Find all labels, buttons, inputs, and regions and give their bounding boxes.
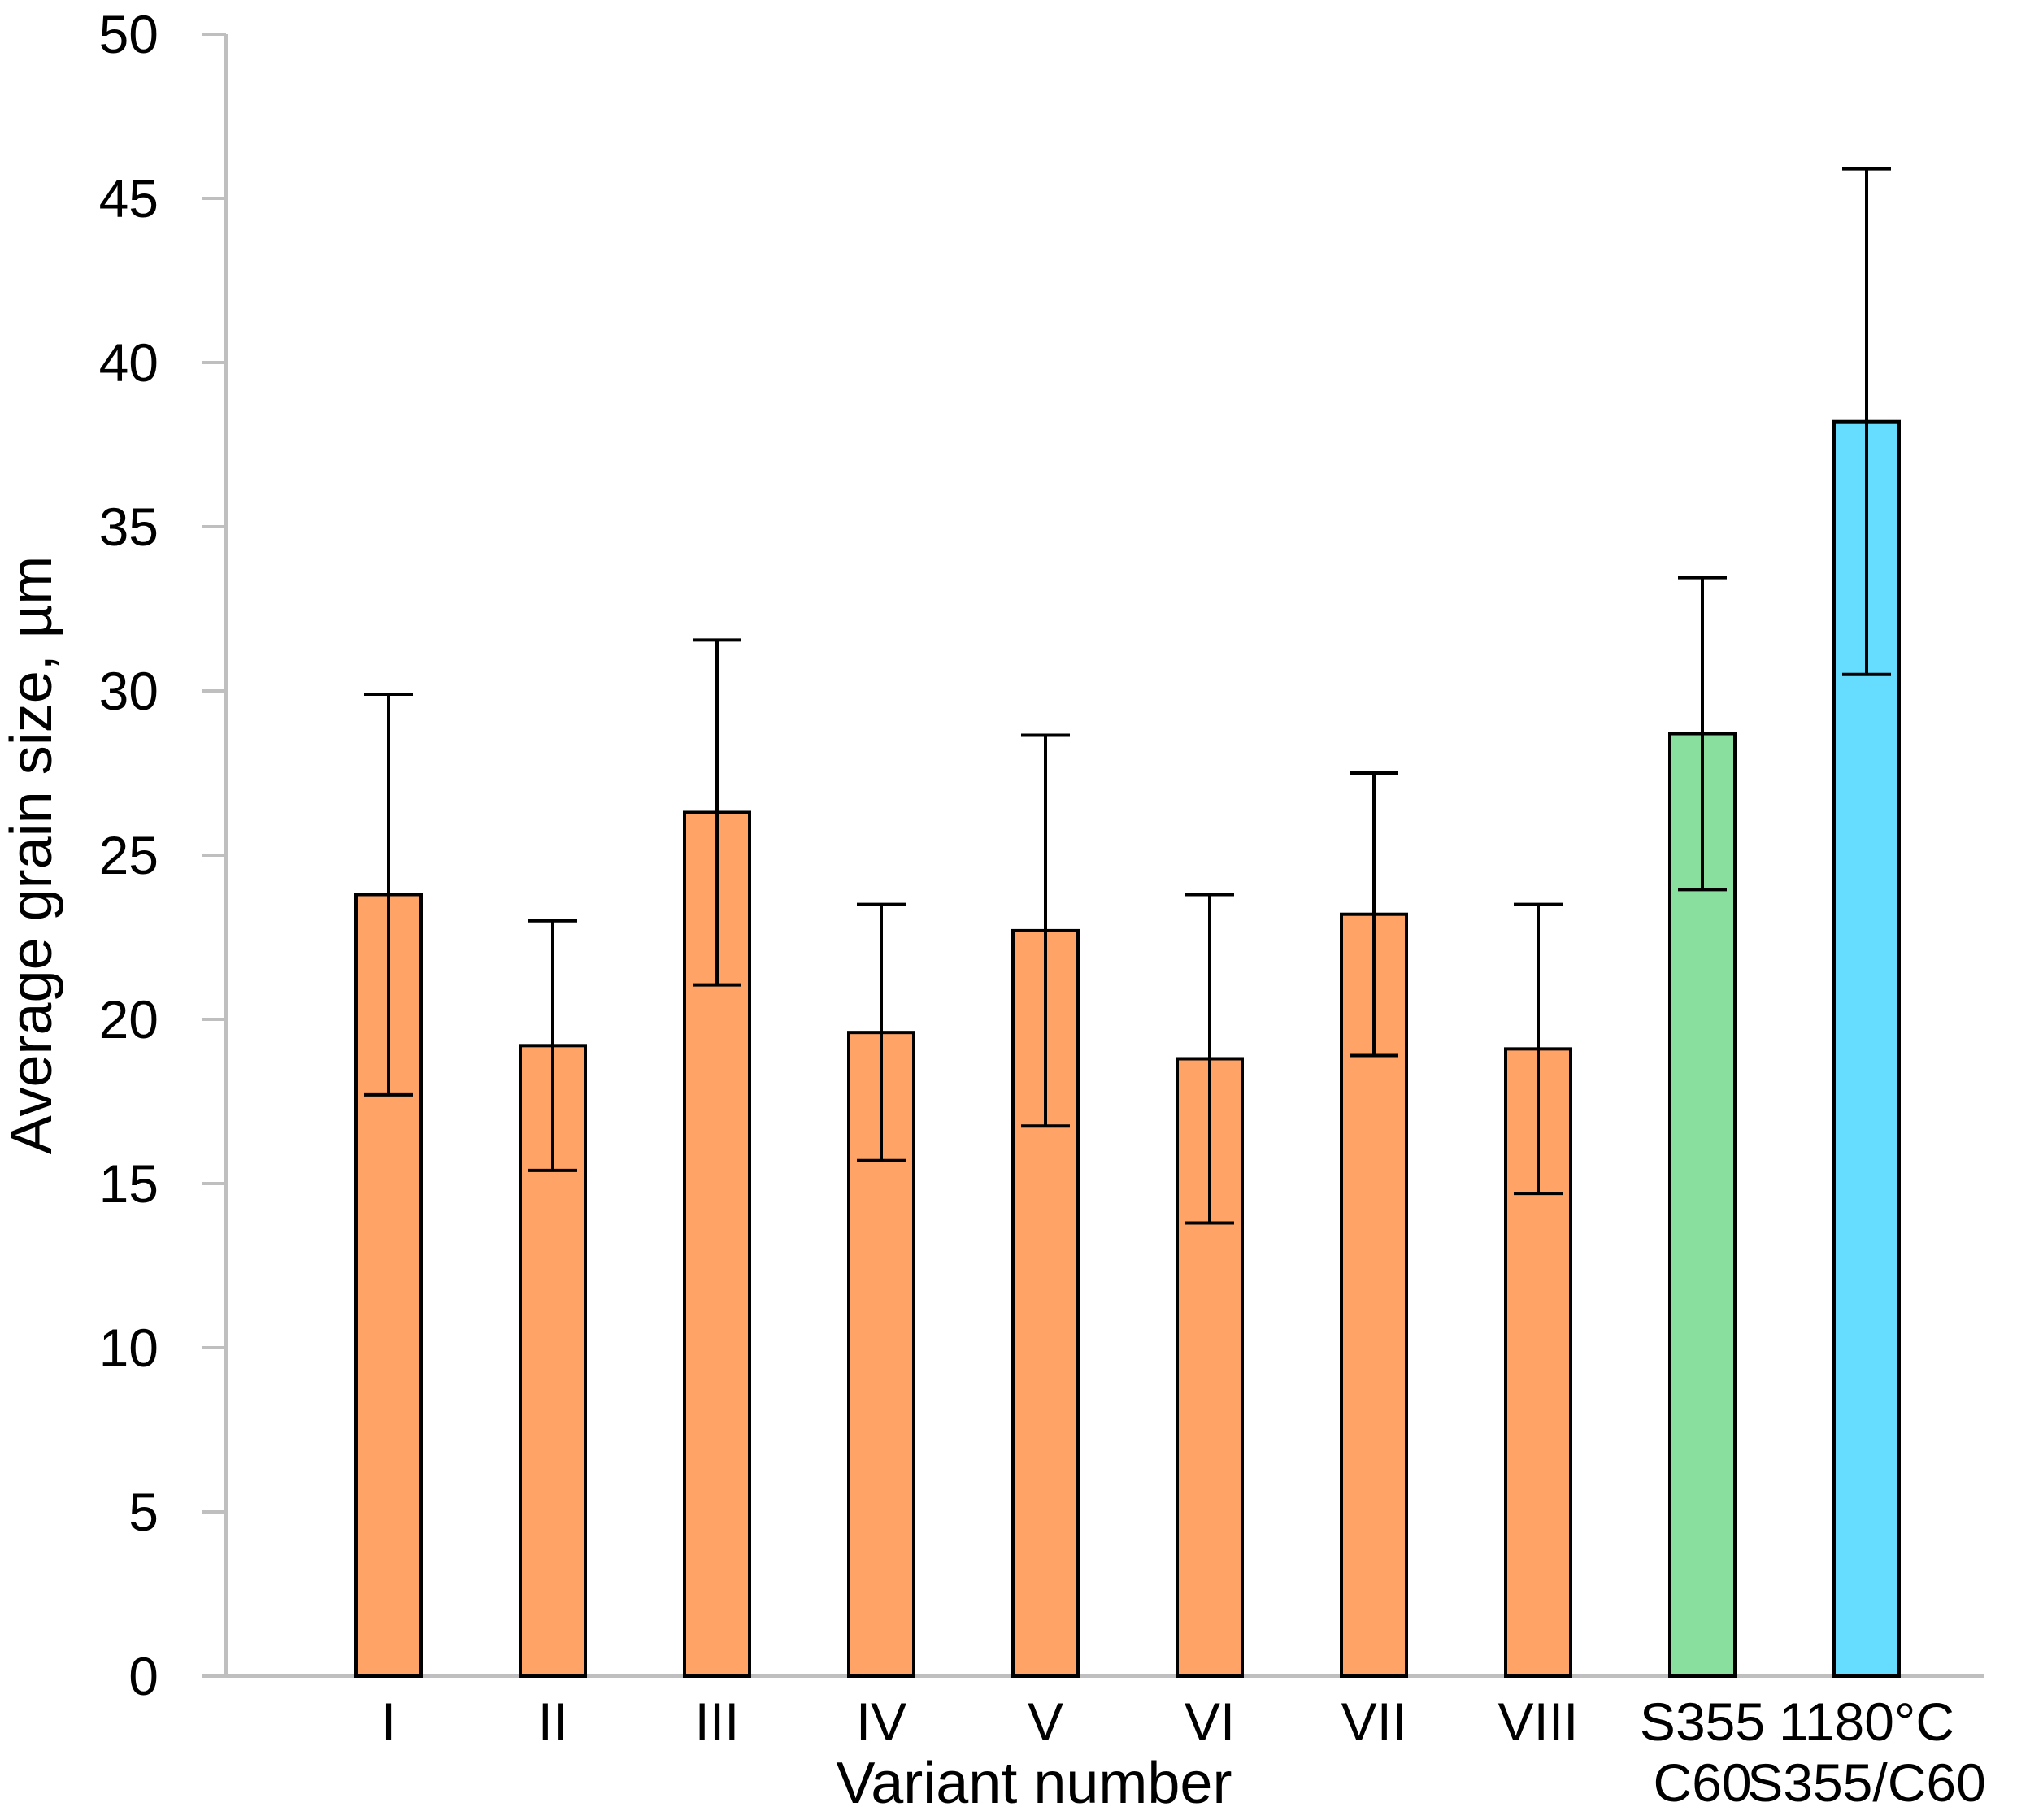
x-tick-label: VII (1341, 1692, 1407, 1752)
x-tick-label: III (694, 1692, 739, 1752)
y-axis-title: Average grain size, µm (0, 556, 64, 1155)
y-tick-label: 10 (99, 1318, 159, 1378)
bar (354, 893, 423, 1678)
y-tick-label: 20 (99, 989, 159, 1049)
x-tick-label: V (1028, 1692, 1063, 1752)
bars (354, 419, 1901, 1679)
y-tick-label: 40 (99, 332, 159, 393)
x-tick-label: VI (1185, 1692, 1235, 1752)
x-tick-label: II (538, 1692, 568, 1752)
x-tick-label: IV (856, 1692, 906, 1752)
y-tick-label: 0 (128, 1646, 159, 1706)
bar (1176, 1057, 1244, 1678)
y-tick-label: 25 (99, 825, 159, 885)
x-tick-label: 1180°C (1779, 1692, 1954, 1752)
y-tick-label: 45 (99, 168, 159, 228)
bar (519, 1044, 587, 1678)
bar (1832, 419, 1901, 1678)
x-tick-label: C60 (1653, 1753, 1751, 1813)
x-tick-label: S355 (1640, 1692, 1765, 1752)
y-tick-label: 30 (99, 661, 159, 721)
y-tick-label: 15 (99, 1153, 159, 1214)
y-tick-label: 5 (128, 1482, 159, 1542)
error-bars (364, 167, 1891, 1225)
y-tick-label: 35 (99, 497, 159, 557)
x-tick-label: S355/C60 (1747, 1753, 1986, 1813)
x-tick-label: I (381, 1692, 396, 1752)
y-ticks: 0 5 10 15 20 25 30 35 40 45 50 (99, 4, 226, 1706)
x-tick-label: VIII (1497, 1692, 1578, 1752)
x-axis-title: Variant number (837, 1751, 1232, 1816)
y-tick-label: 50 (99, 4, 159, 64)
